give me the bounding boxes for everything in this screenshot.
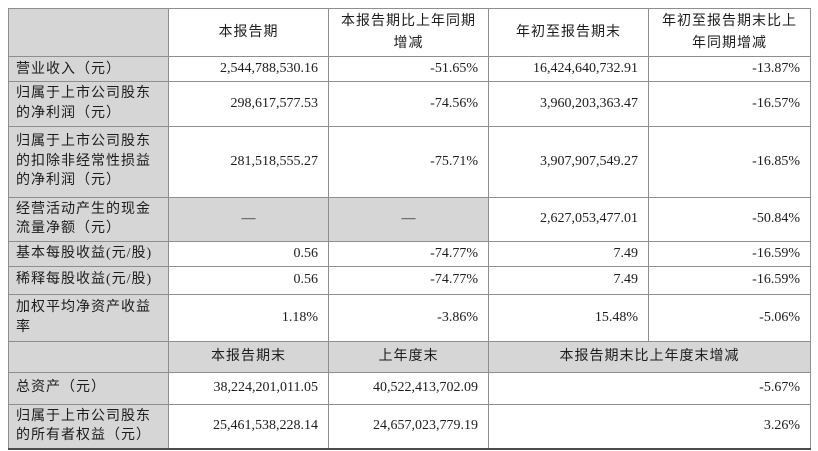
table-row-revenue: 营业收入（元） 2,544,788,530.16 -51.65% 16,424,…	[8, 56, 811, 83]
table-row-operating-cash-flow: 经营活动产生的现金流量净额（元） — — 2,627,053,477.01 -5…	[8, 196, 811, 242]
header-current-period: 本报告期	[168, 7, 329, 58]
cell-current: 1.18%	[168, 293, 329, 342]
cell-yoy-change: -75.71%	[328, 125, 489, 198]
header-ytd-yoy-change: 年初至报告期末比上年同期增减	[648, 7, 811, 58]
corner-cell	[8, 7, 169, 58]
cell-yoy-change: -74.77%	[328, 265, 489, 295]
cell-period-end: 25,461,538,228.14	[168, 403, 329, 450]
row-label: 经营活动产生的现金流量净额（元）	[8, 196, 169, 242]
cell-ytd: 7.49	[488, 240, 649, 267]
header-period-end: 本报告期末	[168, 340, 329, 373]
row-label: 归属于上市公司股东的净利润（元）	[8, 81, 169, 127]
header-ytd: 年初至报告期末	[488, 7, 649, 58]
row-label: 营业收入（元）	[8, 56, 169, 83]
cell-change: -5.67%	[488, 371, 811, 405]
table-row-total-assets: 总资产（元） 38,224,201,011.05 40,522,413,702.…	[8, 371, 811, 405]
cell-ytd: 2,627,053,477.01	[488, 196, 649, 242]
corner-cell	[8, 340, 169, 373]
cell-yoy-change: -51.65%	[328, 56, 489, 83]
cell-ytd-change: -16.59%	[648, 240, 811, 267]
table-row-basic-eps: 基本每股收益(元/股) 0.56 -74.77% 7.49 -16.59%	[8, 240, 811, 267]
row-label: 基本每股收益(元/股)	[8, 240, 169, 267]
cell-ytd: 15.48%	[488, 293, 649, 342]
cell-ytd-change: -16.59%	[648, 265, 811, 295]
header-current-yoy-change: 本报告期比上年同期增减	[328, 7, 489, 58]
cell-current: 0.56	[168, 265, 329, 295]
cell-current: 298,617,577.53	[168, 81, 329, 127]
cell-ytd-change: -5.06%	[648, 293, 811, 342]
table-row-weighted-avg-roe: 加权平均净资产收益率 1.18% -3.86% 15.48% -5.06%	[8, 293, 811, 342]
financial-summary-table: 本报告期 本报告期比上年同期增减 年初至报告期末 年初至报告期末比上年同期增减 …	[8, 7, 811, 450]
cell-ytd-change: -16.57%	[648, 81, 811, 127]
cell-current: 0.56	[168, 240, 329, 267]
table-row-diluted-eps: 稀释每股收益(元/股) 0.56 -74.77% 7.49 -16.59%	[8, 265, 811, 295]
cell-ytd: 7.49	[488, 265, 649, 295]
cell-ytd-change: -16.85%	[648, 125, 811, 198]
header-prior-year-end: 上年度末	[328, 340, 489, 373]
header-period-end-change: 本报告期末比上年度末增减	[488, 340, 811, 373]
row-label: 加权平均净资产收益率	[8, 293, 169, 342]
point-header-row: 本报告期末 上年度末 本报告期末比上年度末增减	[8, 340, 811, 373]
table-row-shareholders-equity: 归属于上市公司股东的所有者权益（元） 25,461,538,228.14 24,…	[8, 403, 811, 450]
cell-yoy-change: -74.77%	[328, 240, 489, 267]
cell-yoy-change: -74.56%	[328, 81, 489, 127]
table-row-net-profit: 归属于上市公司股东的净利润（元） 298,617,577.53 -74.56% …	[8, 81, 811, 127]
cell-prior-year-end: 40,522,413,702.09	[328, 371, 489, 405]
cell-prior-year-end: 24,657,023,779.19	[328, 403, 489, 450]
cell-current: 281,518,555.27	[168, 125, 329, 198]
cell-yoy-change: -3.86%	[328, 293, 489, 342]
row-label: 归属于上市公司股东的扣除非经常性损益的净利润（元）	[8, 125, 169, 198]
row-label: 稀释每股收益(元/股)	[8, 265, 169, 295]
cell-ytd: 3,960,203,363.47	[488, 81, 649, 127]
cell-yoy-change-dash: —	[328, 196, 489, 242]
cell-current-dash: —	[168, 196, 329, 242]
cell-ytd-change: -13.87%	[648, 56, 811, 83]
row-label: 归属于上市公司股东的所有者权益（元）	[8, 403, 169, 450]
period-header-row: 本报告期 本报告期比上年同期增减 年初至报告期末 年初至报告期末比上年同期增减	[8, 7, 811, 58]
table-row-net-profit-excl-nonrecurring: 归属于上市公司股东的扣除非经常性损益的净利润（元） 281,518,555.27…	[8, 125, 811, 198]
cell-ytd: 3,907,907,549.27	[488, 125, 649, 198]
cell-ytd-change: -50.84%	[648, 196, 811, 242]
cell-period-end: 38,224,201,011.05	[168, 371, 329, 405]
cell-ytd: 16,424,640,732.91	[488, 56, 649, 83]
cell-change: 3.26%	[488, 403, 811, 450]
cell-current: 2,544,788,530.16	[168, 56, 329, 83]
row-label: 总资产（元）	[8, 371, 169, 405]
